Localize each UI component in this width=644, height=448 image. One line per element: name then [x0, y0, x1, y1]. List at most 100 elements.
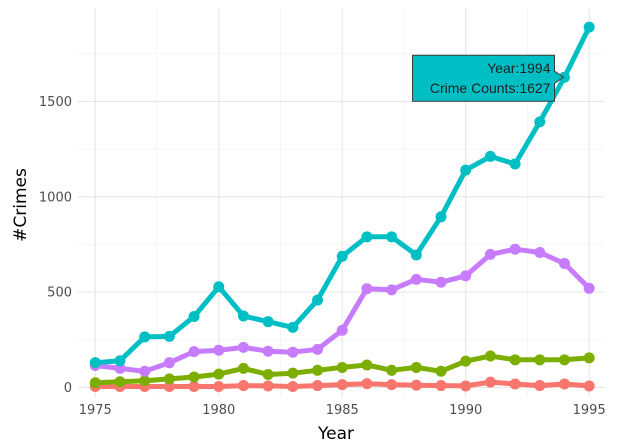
data-point[interactable] — [460, 270, 472, 282]
data-point[interactable] — [287, 321, 299, 333]
hover-tooltip: Year:1994 Crime Counts:1627 — [411, 54, 565, 102]
data-point[interactable] — [410, 249, 422, 261]
data-point[interactable] — [435, 380, 447, 392]
data-point[interactable] — [287, 381, 299, 393]
data-point[interactable] — [435, 276, 447, 288]
data-point[interactable] — [336, 250, 348, 262]
data-point[interactable] — [114, 355, 126, 367]
data-point[interactable] — [287, 367, 299, 379]
grid-lines — [78, 8, 604, 397]
data-point[interactable] — [386, 379, 398, 391]
data-point[interactable] — [435, 211, 447, 223]
data-point[interactable] — [262, 316, 274, 328]
data-point[interactable] — [361, 231, 373, 243]
data-point[interactable] — [287, 346, 299, 358]
data-point[interactable] — [361, 283, 373, 295]
data-point[interactable] — [460, 380, 472, 392]
data-point[interactable] — [410, 273, 422, 285]
x-tick-label: 1995 — [573, 403, 606, 418]
data-point[interactable] — [583, 21, 595, 33]
data-point[interactable] — [262, 380, 274, 392]
y-tick-label: 0 — [64, 381, 72, 396]
series-1 — [89, 21, 595, 369]
data-point[interactable] — [336, 379, 348, 391]
data-point[interactable] — [213, 368, 225, 380]
data-point[interactable] — [139, 331, 151, 343]
x-tick-label: 1975 — [79, 403, 112, 418]
data-point[interactable] — [558, 378, 570, 390]
data-point[interactable] — [534, 380, 546, 392]
data-point[interactable] — [89, 377, 101, 389]
data-point[interactable] — [114, 376, 126, 388]
data-point[interactable] — [163, 381, 175, 393]
data-point[interactable] — [386, 284, 398, 296]
x-tick-label: 1980 — [202, 403, 235, 418]
data-point[interactable] — [583, 282, 595, 294]
data-point[interactable] — [312, 380, 324, 392]
data-point[interactable] — [139, 365, 151, 377]
y-axis-title: #Crimes — [11, 168, 31, 242]
data-point[interactable] — [558, 354, 570, 366]
data-point[interactable] — [386, 364, 398, 376]
x-tick-label: 1985 — [326, 403, 359, 418]
data-point[interactable] — [509, 354, 521, 366]
data-point[interactable] — [213, 281, 225, 293]
data-point[interactable] — [410, 379, 422, 391]
data-point[interactable] — [558, 71, 570, 83]
data-point[interactable] — [237, 362, 249, 374]
data-point[interactable] — [484, 376, 496, 388]
data-point[interactable] — [534, 246, 546, 258]
data-point[interactable] — [583, 380, 595, 392]
data-point[interactable] — [435, 365, 447, 377]
data-point[interactable] — [188, 311, 200, 323]
data-point[interactable] — [583, 352, 595, 364]
data-point[interactable] — [163, 330, 175, 342]
data-point[interactable] — [188, 371, 200, 383]
data-point[interactable] — [509, 243, 521, 255]
data-point[interactable] — [237, 380, 249, 392]
data-point[interactable] — [336, 324, 348, 336]
data-point[interactable] — [484, 350, 496, 362]
data-point[interactable] — [188, 381, 200, 393]
data-point[interactable] — [163, 357, 175, 369]
data-point[interactable] — [410, 361, 422, 373]
tooltip-crime-count: Crime Counts:1627 — [430, 80, 551, 96]
series-layer — [89, 21, 595, 393]
data-point[interactable] — [213, 381, 225, 393]
data-point[interactable] — [460, 355, 472, 367]
data-point[interactable] — [114, 362, 126, 374]
data-point[interactable] — [89, 357, 101, 369]
x-axis-title: Year — [317, 424, 354, 444]
data-point[interactable] — [361, 359, 373, 371]
data-point[interactable] — [237, 310, 249, 322]
data-point[interactable] — [484, 248, 496, 260]
series-2 — [89, 243, 595, 377]
data-point[interactable] — [237, 341, 249, 353]
data-point[interactable] — [262, 368, 274, 380]
data-point[interactable] — [336, 361, 348, 373]
data-point[interactable] — [312, 364, 324, 376]
data-point[interactable] — [312, 294, 324, 306]
data-point[interactable] — [509, 158, 521, 170]
data-point[interactable] — [361, 378, 373, 390]
data-point[interactable] — [386, 231, 398, 243]
series-3 — [89, 350, 595, 389]
y-tick-label: 500 — [47, 286, 72, 301]
series-4 — [89, 376, 595, 393]
data-point[interactable] — [188, 346, 200, 358]
y-axis-ticks: 0 500 1000 1500 — [39, 95, 72, 396]
data-point[interactable] — [509, 378, 521, 390]
data-point[interactable] — [558, 258, 570, 270]
data-point[interactable] — [534, 354, 546, 366]
data-point[interactable] — [460, 164, 472, 176]
data-point[interactable] — [139, 375, 151, 387]
data-point[interactable] — [534, 116, 546, 128]
y-tick-label: 1500 — [39, 95, 72, 110]
data-point[interactable] — [484, 150, 496, 162]
data-point[interactable] — [312, 343, 324, 355]
data-point[interactable] — [262, 345, 274, 357]
y-tick-label: 1000 — [39, 190, 72, 205]
data-point[interactable] — [163, 373, 175, 385]
data-point[interactable] — [213, 344, 225, 356]
